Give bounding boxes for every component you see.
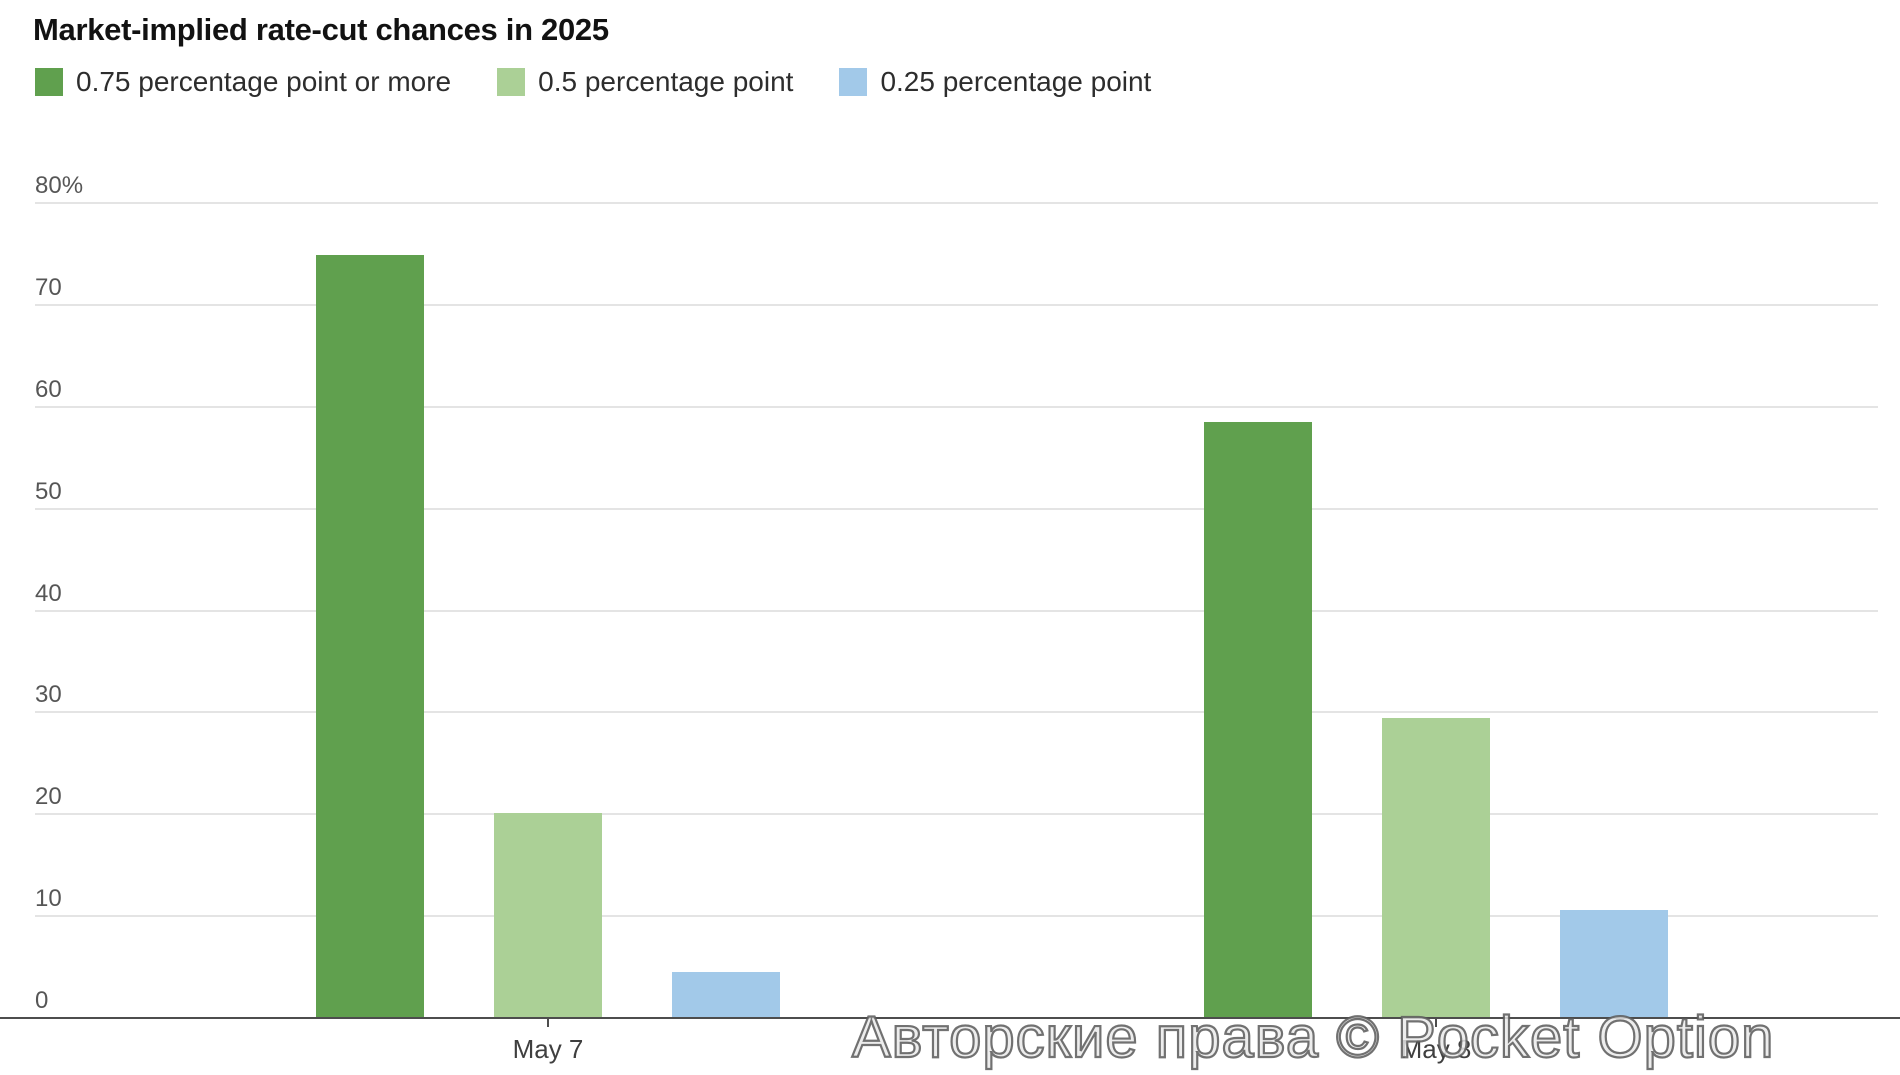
- legend-item-05: 0.5 percentage point: [497, 66, 793, 98]
- y-axis-label-40: 40: [35, 579, 62, 607]
- y-axis-label-20: 20: [35, 783, 62, 811]
- gridline-50: [35, 507, 1878, 510]
- x-tick-2: [1435, 1018, 1437, 1027]
- x-axis-label-1: May 7: [512, 1034, 584, 1064]
- x-axis-line: [0, 1017, 1900, 1019]
- y-axis-label-70: 70: [35, 273, 62, 301]
- y-axis-label-30: 30: [35, 681, 62, 709]
- gridline-10: [35, 915, 1878, 918]
- gridline-60: [35, 405, 1878, 408]
- legend-label: 0.25 percentage point: [880, 66, 1152, 97]
- legend-label: 0.75 percentage point or more: [76, 66, 452, 97]
- bar-may7-s1: [494, 813, 602, 1018]
- y-axis-label-10: 10: [35, 885, 62, 913]
- legend-swatch-light-green: [497, 68, 526, 96]
- y-axis-label-0: 0: [35, 987, 49, 1014]
- bar-may7-s2: [672, 972, 780, 1018]
- x-tick-1: [547, 1018, 549, 1027]
- gridline-70: [35, 303, 1878, 306]
- bar-may8-s1: [1382, 718, 1490, 1018]
- gridline-30: [35, 711, 1878, 714]
- y-axis-label-50: 50: [35, 477, 62, 505]
- legend-label: 0.5 percentage point: [538, 66, 794, 97]
- legend-swatch-blue: [839, 68, 868, 96]
- bar-may8-s2: [1560, 910, 1668, 1018]
- legend-item-025: 0.25 percentage point: [839, 66, 1151, 98]
- y-axis-label-80: 80%: [35, 172, 84, 199]
- y-axis-label-60: 60: [35, 375, 62, 403]
- chart-legend: 0.75 percentage point or more 0.5 percen…: [35, 66, 1151, 98]
- legend-item-075: 0.75 percentage point or more: [35, 66, 451, 98]
- gridline-80: [35, 202, 1878, 204]
- legend-swatch-dark-green: [35, 68, 63, 96]
- watermark: Авторские права © Pocket Option: [851, 1004, 1775, 1071]
- bar-may7-s0: [316, 254, 424, 1018]
- gridline-20: [35, 813, 1878, 816]
- x-axis-label-2: May 8: [1400, 1034, 1472, 1064]
- chart-title: Market-implied rate-cut chances in 2025: [33, 12, 609, 47]
- bar-may8-s0: [1204, 422, 1312, 1018]
- gridline-40: [35, 609, 1878, 612]
